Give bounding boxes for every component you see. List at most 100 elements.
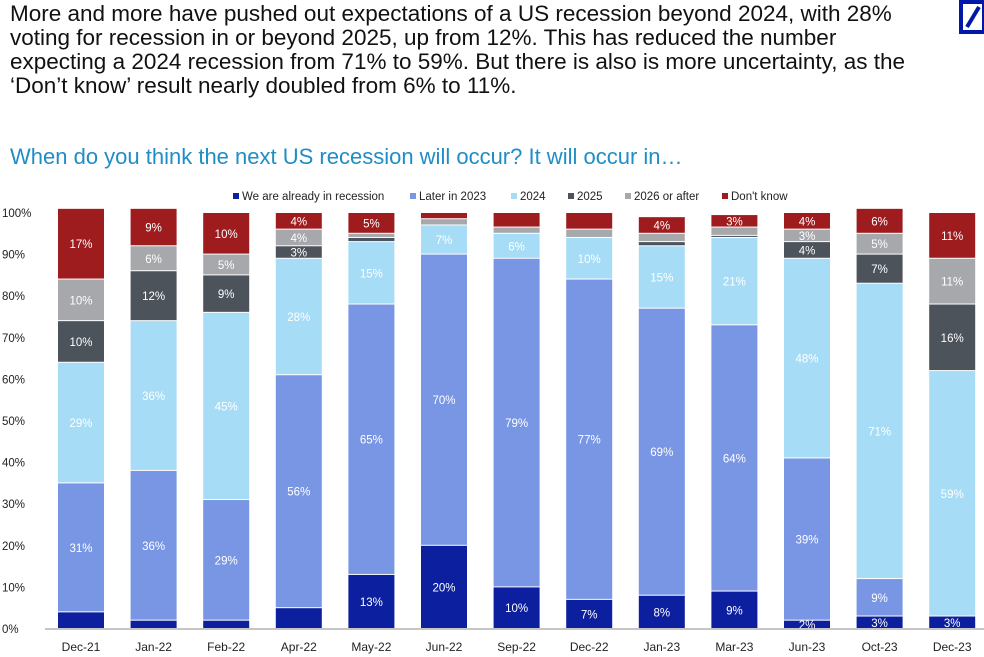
bar-segment-2025 xyxy=(275,246,322,258)
data-label: 31% xyxy=(69,543,92,555)
data-label: 3% xyxy=(944,618,961,630)
bar-may-22: 13% 65% 15% 5% xyxy=(348,213,395,628)
bar-segment-we-are-already-in-recession xyxy=(493,587,540,628)
data-label: 6% xyxy=(145,254,162,266)
x-tick-label: Jan-23 xyxy=(643,640,680,654)
y-tick-label: 100% xyxy=(2,208,31,220)
bar-segment-don-t-know xyxy=(493,213,540,227)
bar-segment-2025 xyxy=(711,235,758,237)
bar-segment-2026-or-after xyxy=(638,233,685,242)
legend-item-2026-or-after: 2026 or after xyxy=(625,191,699,203)
data-label: 3% xyxy=(871,618,888,630)
data-label: 29% xyxy=(69,418,92,430)
bar-segment-2025 xyxy=(203,275,250,312)
x-tick-label: Apr-22 xyxy=(281,640,317,654)
x-tick-label: Jun-23 xyxy=(789,640,826,654)
data-label: 9% xyxy=(726,605,743,617)
bar-segment-later-in-2023 xyxy=(566,279,613,599)
data-label: 8% xyxy=(653,607,670,619)
legend-item-don-t-know: Don't know xyxy=(722,191,788,203)
bar-segment-2024 xyxy=(856,283,903,579)
data-label: 6% xyxy=(508,241,525,253)
legend-label: 2025 xyxy=(577,191,603,203)
bar-segment-2026-or-after xyxy=(275,229,322,246)
data-label: 69% xyxy=(650,447,673,459)
bars: 31% 29% 10% 10% 17% 36% 36% 12% 6% 9% 29% 45% 9% 5% 10… xyxy=(58,208,976,632)
y-tick-label: 40% xyxy=(2,458,25,470)
data-label: 39% xyxy=(795,535,818,547)
bar-segment-don-t-know xyxy=(856,208,903,233)
bar-segment-later-in-2023 xyxy=(58,483,104,612)
bar-jun-23: 2% 39% 48% 4% 3% 4% xyxy=(784,213,830,632)
data-label: 4% xyxy=(290,233,307,245)
bar-segment-we-are-already-in-recession xyxy=(203,620,250,628)
bar-segment-later-in-2023 xyxy=(638,308,685,595)
bar-segment-we-are-already-in-recession xyxy=(275,608,322,628)
bar-oct-23: 3% 9% 71% 7% 5% 6% xyxy=(856,208,903,630)
bar-segment-2025 xyxy=(856,254,903,283)
y-tick-label: 90% xyxy=(2,250,25,262)
bar-segment-don-t-know xyxy=(638,217,685,233)
y-axis: 0% 10% 20% 30% 40% 50% 60% 70% 80% 90% 100% xyxy=(2,208,31,636)
legend-item-we-are-already-in-recession: We are already in recession xyxy=(233,191,384,203)
data-label: 2% xyxy=(799,620,816,632)
x-tick-label: Dec-23 xyxy=(933,640,972,654)
bar-segment-2026-or-after xyxy=(493,227,540,233)
data-label: 4% xyxy=(653,220,670,232)
data-label: 10% xyxy=(578,254,601,266)
bar-segment-don-t-know xyxy=(203,213,250,254)
data-label: 10% xyxy=(215,229,238,241)
legend-item-later-in-2023: Later in 2023 xyxy=(410,191,486,203)
bar-jan-22: 36% 36% 12% 6% 9% xyxy=(130,208,177,628)
bar-feb-22: 29% 45% 9% 5% 10% xyxy=(203,213,250,628)
bar-segment-2025 xyxy=(929,304,976,371)
data-label: 70% xyxy=(432,395,455,407)
legend-item-2025: 2025 xyxy=(568,191,603,203)
legend-swatch xyxy=(625,193,631,199)
bar-segment-2026-or-after xyxy=(58,279,104,321)
bar-apr-22: 56% 28% 3% 4% 4% xyxy=(275,213,322,628)
legend-swatch xyxy=(410,193,416,199)
bar-segment-don-t-know xyxy=(130,208,177,246)
data-label: 45% xyxy=(215,401,238,413)
bar-segment-don-t-know xyxy=(348,213,395,233)
data-label: 64% xyxy=(723,453,746,465)
bar-mar-23: 9% 64% 21% 3% xyxy=(711,215,758,628)
x-tick-label: Mar-23 xyxy=(715,640,753,654)
data-label: 6% xyxy=(871,216,888,228)
y-tick-label: 10% xyxy=(2,582,25,594)
bar-segment-later-in-2023 xyxy=(711,325,758,591)
bar-segment-don-t-know xyxy=(711,215,758,227)
legend-label: 2026 or after xyxy=(634,191,699,203)
bar-segment-2026-or-after xyxy=(566,229,613,237)
bar-segment-we-are-already-in-recession xyxy=(130,620,177,628)
y-tick-label: 30% xyxy=(2,499,25,511)
x-tick-label: Jan-22 xyxy=(135,640,172,654)
bar-segment-don-t-know xyxy=(784,213,830,229)
bar-segment-2025 xyxy=(58,321,104,362)
data-label: 4% xyxy=(799,216,816,228)
data-label: 29% xyxy=(215,555,238,567)
bar-segment-2024 xyxy=(58,362,104,483)
data-label: 9% xyxy=(218,289,235,301)
data-label: 4% xyxy=(290,216,307,228)
bar-segment-2024 xyxy=(638,246,685,308)
bar-segment-2026-or-after xyxy=(130,246,177,271)
bar-segment-don-t-know xyxy=(58,208,104,279)
x-tick-label: Dec-22 xyxy=(570,640,609,654)
data-label: 21% xyxy=(723,277,746,289)
intro-paragraph: More and more have pushed out expectatio… xyxy=(10,1,906,98)
bar-segment-we-are-already-in-recession xyxy=(421,545,467,628)
bar-segment-later-in-2023 xyxy=(275,375,322,608)
bar-segment-2024 xyxy=(493,233,540,258)
data-label: 79% xyxy=(505,418,528,430)
data-label: 9% xyxy=(145,223,162,235)
bar-segment-2025 xyxy=(130,271,177,321)
data-label: 59% xyxy=(941,489,964,501)
data-label: 20% xyxy=(432,582,455,594)
legend-item-2024: 2024 xyxy=(511,191,546,203)
chart-title: When do you think the next US recession … xyxy=(10,144,683,169)
data-label: 71% xyxy=(868,426,891,438)
x-axis: Dec-21 Jan-22 Feb-22 Apr-22 May-22 Jun-22 Sep-… xyxy=(45,628,984,654)
y-tick-label: 0% xyxy=(2,624,19,636)
